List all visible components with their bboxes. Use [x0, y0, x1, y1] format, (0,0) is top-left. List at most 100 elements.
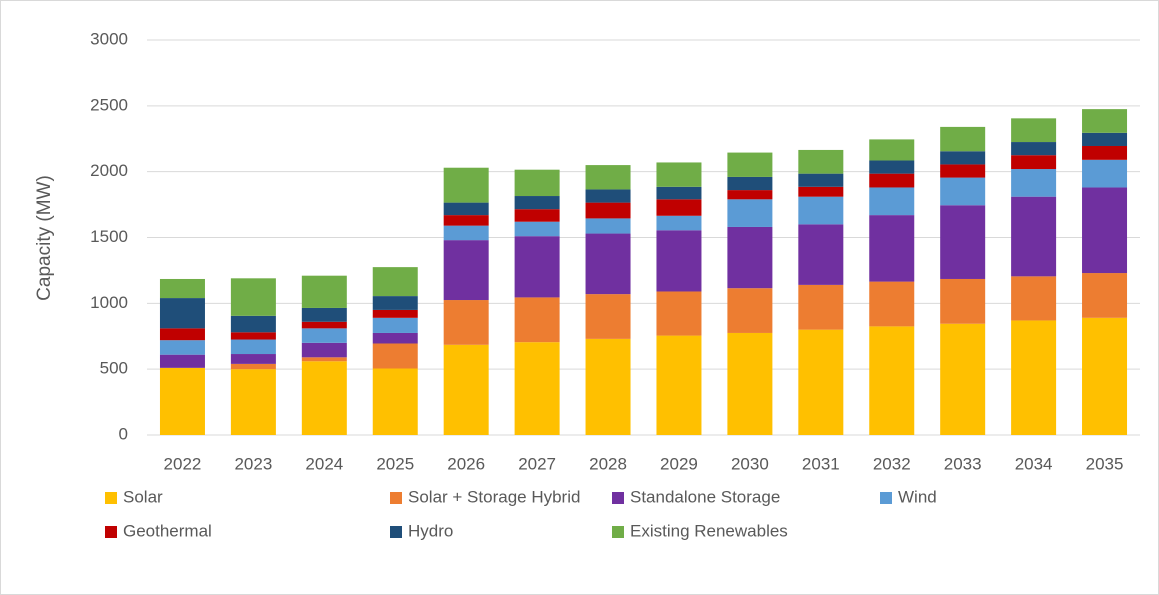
bar-segment [159, 340, 205, 355]
x-tick-label: 2030 [731, 454, 769, 473]
x-tick-label: 2034 [1015, 454, 1053, 473]
bar-segment [585, 294, 631, 339]
bar-segment [443, 300, 489, 345]
x-tick-label: 2032 [873, 454, 911, 473]
x-tick-label: 2026 [447, 454, 485, 473]
bar-segment [727, 332, 773, 435]
bar-segment [159, 278, 205, 299]
bar-segment [727, 176, 773, 191]
bar-segment [1011, 276, 1057, 321]
bar-segment [798, 173, 844, 187]
bar-segment [940, 205, 986, 279]
bar-segment [727, 190, 773, 200]
bar-segment [372, 267, 418, 297]
x-tick-label: 2033 [944, 454, 982, 473]
bar-segment [230, 315, 276, 333]
x-tick-label: 2031 [802, 454, 840, 473]
bar-segment [798, 224, 844, 285]
bar-segment [940, 278, 986, 324]
bar-segment [656, 199, 702, 216]
x-tick-label: 2029 [660, 454, 698, 473]
x-tick-label: 2035 [1086, 454, 1124, 473]
bar-segment [230, 339, 276, 355]
bar-segment [159, 328, 205, 341]
bar-segment [230, 369, 276, 435]
legend-swatch [105, 492, 117, 504]
bar-segment [301, 275, 347, 308]
bar-segment [585, 218, 631, 234]
bar-segment [798, 149, 844, 174]
x-tick-label: 2025 [376, 454, 414, 473]
bar-segment [443, 344, 489, 435]
bar-segment [656, 291, 702, 336]
bar-segment [656, 230, 702, 292]
bar-segment [798, 196, 844, 225]
bar-segment [301, 321, 347, 329]
legend-label: Wind [898, 487, 937, 506]
bar-segment [585, 233, 631, 295]
bar-segment [1011, 142, 1057, 156]
bar-segment [869, 173, 915, 188]
bar-segment [372, 343, 418, 369]
bar-segment [372, 368, 418, 435]
legend-swatch [612, 492, 624, 504]
bar-segment [514, 342, 560, 435]
y-axis-label: Capacity (MW) [34, 175, 55, 301]
y-tick-label: 2000 [90, 161, 128, 180]
bar-segment [443, 240, 489, 301]
legend-swatch [390, 492, 402, 504]
bar-segment [798, 284, 844, 330]
bar-segment [798, 329, 844, 435]
bar-segment [1011, 320, 1057, 435]
bar-segment [301, 328, 347, 343]
y-tick-label: 1000 [90, 293, 128, 312]
bar-segment [301, 357, 347, 362]
bar-segment [585, 338, 631, 435]
bar-segment [443, 202, 489, 216]
bar-segment [159, 298, 205, 329]
y-tick-label: 3000 [90, 29, 128, 48]
bar-segment [869, 139, 915, 161]
y-tick-label: 2500 [90, 95, 128, 114]
bar-segment [656, 215, 702, 231]
legend-swatch [105, 526, 117, 538]
bar-segment [940, 164, 986, 178]
bar-segment [940, 323, 986, 435]
x-tick-label: 2024 [305, 454, 343, 473]
bar-segment [1082, 317, 1128, 435]
x-tick-label: 2028 [589, 454, 627, 473]
bar-segment [443, 167, 489, 203]
bar-segment [1011, 169, 1057, 197]
legend-swatch [612, 526, 624, 538]
bar-segment [1082, 273, 1128, 318]
bar-segment [1082, 159, 1128, 188]
bar-segment [230, 332, 276, 340]
bar-segment [372, 332, 418, 344]
bar-segment [585, 189, 631, 203]
bar-segment [727, 288, 773, 333]
bar-segment [372, 309, 418, 318]
legend-label: Solar [123, 487, 163, 506]
legend-swatch [390, 526, 402, 538]
bar-segment [514, 196, 560, 210]
bar-segment [159, 354, 205, 368]
bar-segment [727, 199, 773, 227]
bar-segment [372, 296, 418, 310]
bar-segment [514, 297, 560, 343]
bar-segment [869, 326, 915, 435]
bar-segment [301, 342, 347, 358]
x-tick-label: 2022 [164, 454, 202, 473]
legend-label: Existing Renewables [630, 521, 788, 540]
bar-segment [301, 307, 347, 322]
bar-segment [514, 169, 560, 197]
bar-segment [940, 151, 986, 165]
y-tick-label: 500 [100, 359, 128, 378]
bar-segment [656, 335, 702, 435]
legend-label: Geothermal [123, 521, 212, 540]
bar-segment [443, 215, 489, 226]
legend-label: Standalone Storage [630, 487, 780, 506]
bar-segment [940, 126, 986, 152]
bar-segment [1011, 155, 1057, 170]
bar-segment [585, 202, 631, 219]
